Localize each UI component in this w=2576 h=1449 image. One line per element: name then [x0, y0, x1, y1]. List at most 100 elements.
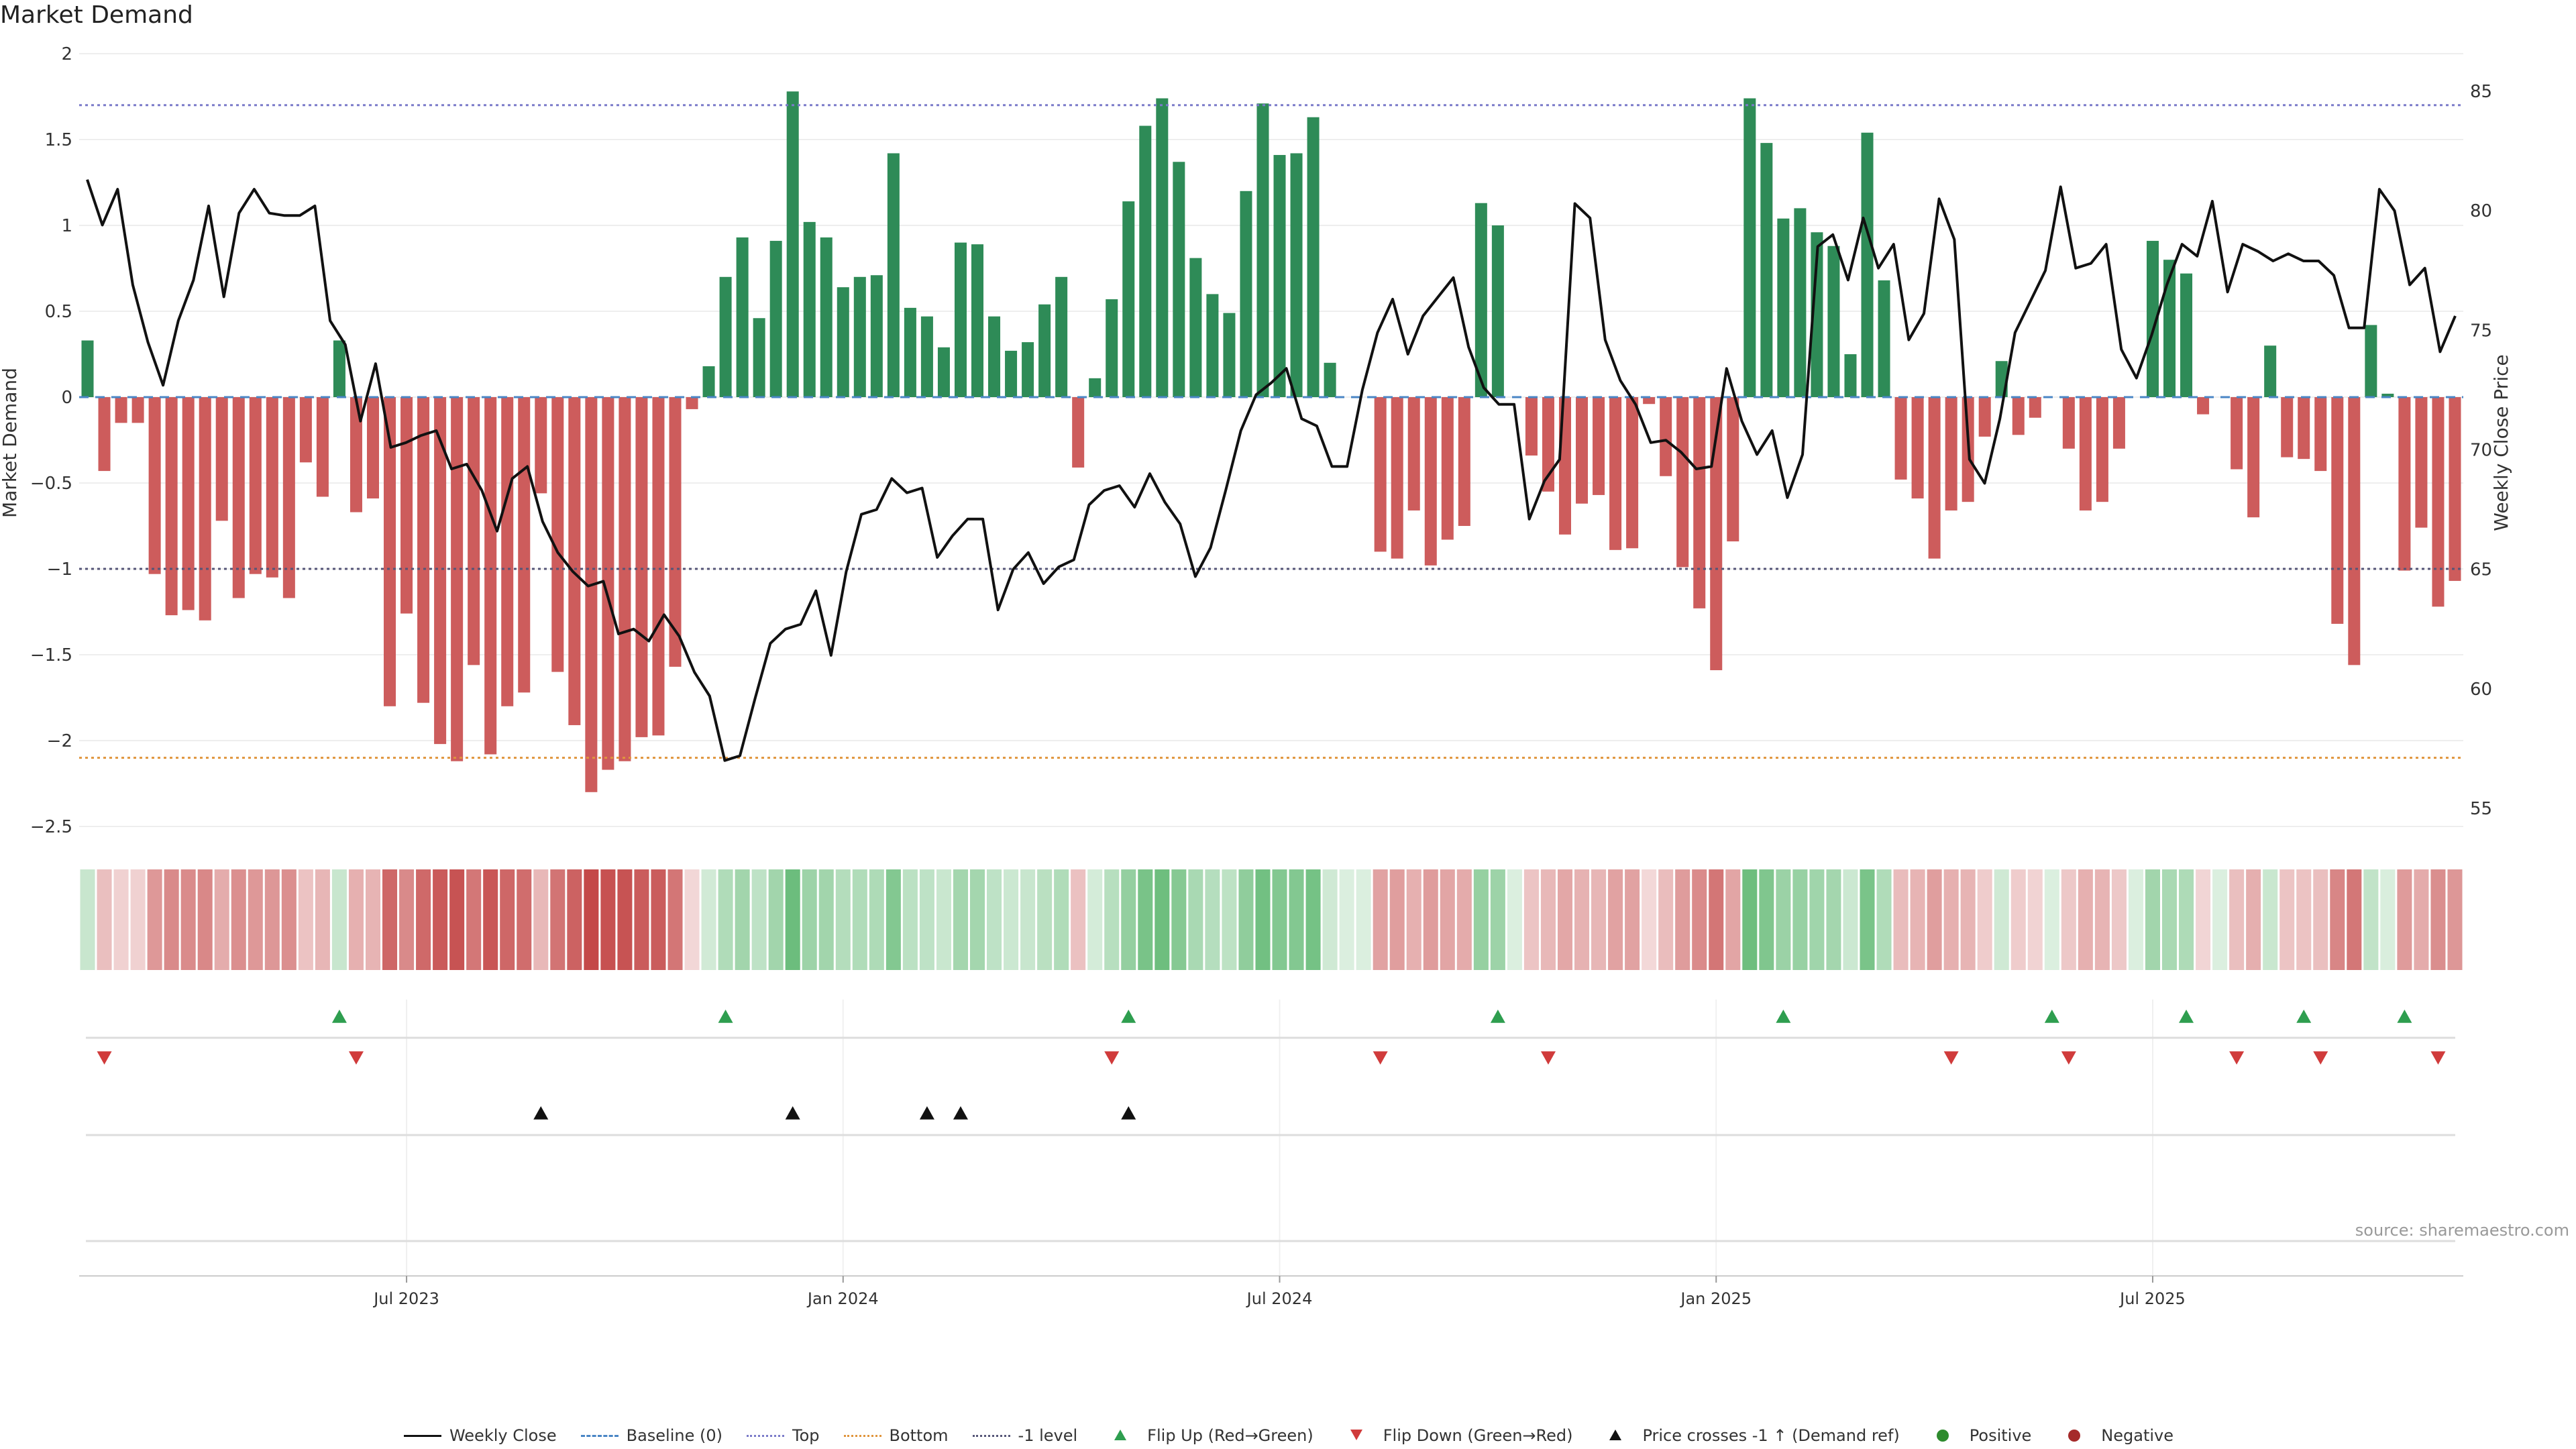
heat-cell — [1608, 869, 1623, 970]
flip-up-marker — [718, 1010, 733, 1023]
heat-cell — [1591, 869, 1607, 970]
y-tick-label: 1.5 — [45, 130, 72, 150]
demand-bar — [1491, 225, 1504, 397]
legend-label: Negative — [2101, 1426, 2174, 1445]
demand-bar — [1156, 98, 1169, 397]
heat-cell — [852, 869, 867, 970]
heat-cell — [550, 869, 566, 970]
demand-bar — [2163, 260, 2176, 397]
demand-bar — [2112, 397, 2125, 449]
demand-bar — [1089, 378, 1102, 397]
demand-bar — [2449, 397, 2461, 581]
demand-bar — [1106, 299, 1118, 397]
flip-up-marker — [1121, 1010, 1136, 1023]
demand-bar — [1525, 397, 1538, 456]
price-cross-marker — [953, 1106, 968, 1120]
heat-cell — [1020, 869, 1036, 970]
demand-bar — [1458, 397, 1470, 526]
heat-cell — [751, 869, 767, 970]
demand-bar — [1727, 397, 1739, 542]
heat-cell — [2380, 869, 2396, 970]
flip-up-marker — [2179, 1010, 2194, 1023]
event-panels — [86, 1010, 2455, 1242]
y-tick-label: −0.5 — [30, 474, 72, 494]
legend-label: Baseline (0) — [626, 1426, 722, 1445]
demand-bar — [1122, 201, 1135, 397]
heat-cell — [1440, 869, 1455, 970]
flip-down-marker — [1104, 1051, 1120, 1065]
triangle-up-icon — [1100, 1428, 1140, 1444]
demand-bar — [803, 221, 816, 397]
flip-up-marker — [1490, 1010, 1505, 1023]
x-tick-label: Jan 2025 — [1679, 1289, 1752, 1308]
demand-bar — [1022, 342, 1034, 397]
heat-cell — [651, 869, 666, 970]
demand-bar — [1794, 208, 1807, 397]
demand-bar — [417, 397, 430, 703]
heat-cell — [1540, 869, 1556, 970]
heat-cell — [667, 869, 683, 970]
demand-bar — [1206, 294, 1219, 397]
heat-cell — [1910, 869, 1925, 970]
triangle-down-icon — [1336, 1428, 1377, 1444]
demand-bar — [501, 397, 514, 706]
heat-cell — [1238, 869, 1254, 970]
demand-bar — [131, 397, 144, 423]
legend-label: Weekly Close — [449, 1426, 557, 1445]
heat-cell — [1272, 869, 1287, 970]
heat-cell — [2094, 869, 2110, 970]
demand-bar — [669, 397, 682, 667]
heat-cell — [1373, 869, 1388, 970]
legend-top: Top — [745, 1426, 820, 1445]
heat-cell — [768, 869, 784, 970]
heat-cell — [1809, 869, 1825, 970]
demand-bar — [98, 397, 111, 472]
demand-bar — [1407, 397, 1420, 511]
y2-tick-label: 65 — [2470, 560, 2492, 580]
flip-up-marker — [331, 1010, 347, 1023]
heat-cell — [466, 869, 482, 970]
demand-bar — [1139, 125, 1152, 397]
heat-cell — [231, 869, 246, 970]
heat-cell — [1155, 869, 1170, 970]
demand-bar — [1038, 304, 1051, 397]
heat-cell — [2212, 869, 2228, 970]
heat-cell — [483, 869, 498, 970]
heat-cell — [1205, 869, 1220, 970]
heat-cell — [684, 869, 700, 970]
demand-bar — [887, 153, 900, 398]
demand-bar — [165, 397, 178, 616]
heat-cell — [718, 869, 733, 970]
heat-cell — [1893, 869, 1909, 970]
demand-bar — [1928, 397, 1941, 559]
y-tick-label: 1 — [61, 216, 72, 236]
flip-down-marker — [97, 1051, 112, 1065]
demand-bar — [1676, 397, 1689, 568]
price-cross-marker — [1121, 1106, 1136, 1120]
demand-bar — [1223, 313, 1236, 397]
demand-bar — [451, 397, 464, 761]
demand-bar — [1811, 232, 1823, 397]
heat-cell — [147, 869, 162, 970]
demand-bar — [182, 397, 195, 610]
demand-bar — [1005, 350, 1018, 397]
demand-bar — [215, 397, 228, 521]
demand-bar — [954, 242, 967, 397]
demand-bar — [350, 397, 362, 513]
demand-bar — [769, 241, 782, 397]
heat-cell — [2363, 869, 2379, 970]
heat-cell — [533, 869, 549, 970]
demand-bar — [1978, 397, 1991, 437]
price-cross-marker — [533, 1106, 549, 1120]
heat-cell — [1977, 869, 1992, 970]
demand-bar — [2180, 273, 2193, 397]
demand-bar — [1307, 117, 1320, 397]
demand-bar — [333, 340, 345, 397]
heat-cell — [2044, 869, 2059, 970]
heat-cell — [1423, 869, 1438, 970]
heat-cell — [902, 869, 918, 970]
demand-bar — [1626, 397, 1639, 549]
heat-cell — [1943, 869, 1959, 970]
heat-cell — [1054, 869, 1069, 970]
heat-cell — [248, 869, 263, 970]
